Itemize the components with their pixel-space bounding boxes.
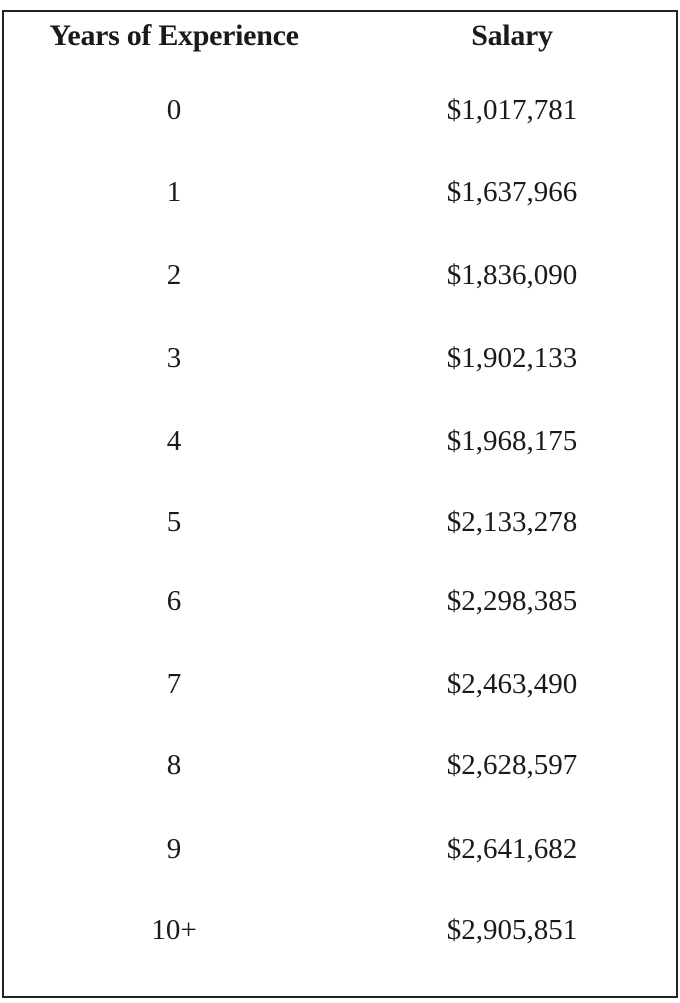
header-salary: Salary (471, 19, 553, 52)
table-row: 4 $1,968,175 (4, 421, 676, 461)
years-cell: 6 (166, 584, 182, 617)
years-cell: 7 (166, 667, 182, 700)
table-row: 8 $2,628,597 (4, 745, 676, 785)
table-row: 7 $2,463,490 (4, 664, 676, 704)
salary-cell: $2,641,682 (446, 832, 578, 865)
salary-table: Years of Experience Salary 0 $1,017,781 1 $… (2, 10, 678, 998)
salary-cell: $1,017,781 (446, 93, 578, 126)
salary-cell: $1,902,133 (446, 341, 578, 374)
table-row: 9 $2,641,682 (4, 829, 676, 869)
years-cell: 10+ (151, 913, 197, 946)
years-cell: 1 (166, 175, 182, 208)
years-cell: 4 (166, 424, 182, 457)
table-row: 2 $1,836,090 (4, 255, 676, 295)
years-cell: 9 (166, 832, 182, 865)
years-cell: 8 (166, 748, 182, 781)
salary-cell: $1,968,175 (446, 424, 578, 457)
salary-cell: $2,905,851 (446, 913, 578, 946)
table-row: 0 $1,017,781 (4, 90, 676, 130)
years-cell: 2 (166, 258, 182, 291)
table-header-row: Years of Experience Salary (4, 16, 676, 56)
table-row: 5 $2,133,278 (4, 502, 676, 542)
header-years-of-experience: Years of Experience (49, 19, 299, 52)
salary-cell: $2,133,278 (446, 505, 578, 538)
table-row: 3 $1,902,133 (4, 338, 676, 378)
salary-cell: $2,298,385 (446, 584, 578, 617)
salary-cell: $1,836,090 (446, 258, 578, 291)
years-cell: 5 (166, 505, 182, 538)
salary-cell: $2,463,490 (446, 667, 578, 700)
years-cell: 0 (166, 93, 182, 126)
table-row: 1 $1,637,966 (4, 172, 676, 212)
table-row: 6 $2,298,385 (4, 581, 676, 621)
salary-cell: $1,637,966 (446, 175, 578, 208)
years-cell: 3 (166, 341, 182, 374)
table-row: 10+ $2,905,851 (4, 910, 676, 950)
salary-cell: $2,628,597 (446, 748, 578, 781)
